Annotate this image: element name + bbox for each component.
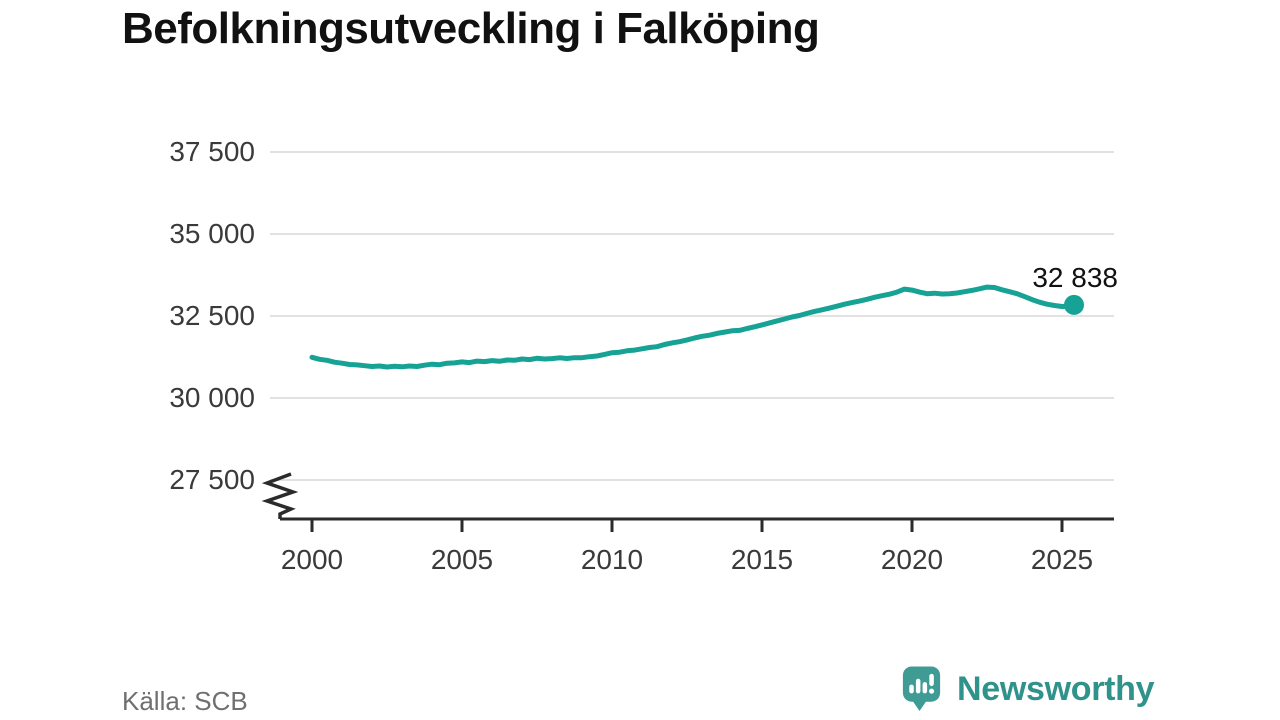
x-axis-tick-label: 2015 <box>730 544 794 575</box>
y-axis-tick-label: 37 500 <box>169 136 255 167</box>
x-axis-tick-label: 2005 <box>430 544 494 575</box>
y-axis-tick-label: 27 500 <box>169 464 255 495</box>
x-axis-tick-label: 2000 <box>280 544 344 575</box>
x-axis-tick-label: 2010 <box>580 544 644 575</box>
chart-title: Befolkningsutveckling i Falköping <box>122 4 820 53</box>
newsworthy-icon <box>902 666 941 712</box>
axis-break-icon <box>261 472 299 519</box>
end-value-label: 32 838 <box>1032 262 1118 293</box>
x-axis-tick-label: 2020 <box>880 544 944 575</box>
y-axis-tick-label: 30 000 <box>169 382 255 413</box>
y-axis-tick-label: 35 000 <box>169 218 255 249</box>
newsworthy-wordmark: Newsworthy <box>957 669 1155 708</box>
y-axis-tick-label: 32 500 <box>169 300 255 331</box>
population-line-series <box>309 284 1077 370</box>
newsworthy-logo[interactable]: Newsworthy <box>898 664 1155 714</box>
source-label: Källa: SCB <box>122 686 248 716</box>
x-axis-tick-label: 2025 <box>1030 544 1094 575</box>
end-point-marker <box>1064 294 1084 315</box>
